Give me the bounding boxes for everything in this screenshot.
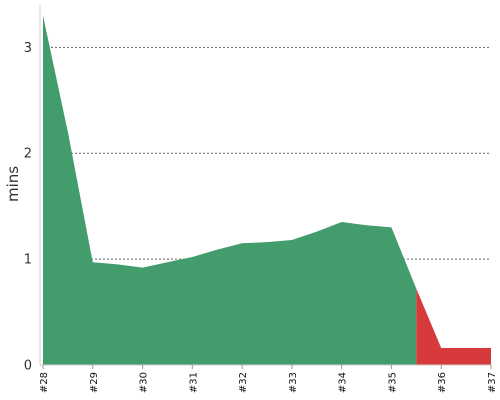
y-tick-label: 1 xyxy=(24,253,32,268)
area-series-passing xyxy=(43,15,417,366)
y-axis-label: mins xyxy=(4,166,22,202)
y-tick-label: 2 xyxy=(24,147,32,162)
gridlines xyxy=(43,46,491,260)
x-tick-label: #32 xyxy=(238,372,249,393)
axes xyxy=(39,5,492,366)
plot-area xyxy=(43,15,491,366)
y-tick-label: 0 xyxy=(24,359,32,374)
x-tick-label: #31 xyxy=(188,372,199,393)
y-tick-labels: 0 1 2 3 xyxy=(24,41,32,374)
x-tick-labels: #28 #29 #30 #31 #32 #33 #34 #35 #36 #37 xyxy=(39,365,498,393)
x-tick-label: #34 xyxy=(338,372,349,393)
area-series-failing xyxy=(416,288,491,365)
x-tick-label: #35 xyxy=(387,372,398,393)
x-tick-label: #33 xyxy=(288,372,299,393)
x-tick-label: #28 xyxy=(39,372,50,393)
x-tick-label: #30 xyxy=(139,372,150,393)
x-tick-label: #29 xyxy=(89,372,100,393)
x-tick-label: #37 xyxy=(487,372,498,393)
x-tick-label: #36 xyxy=(437,372,448,393)
y-tick-label: 3 xyxy=(24,41,32,56)
